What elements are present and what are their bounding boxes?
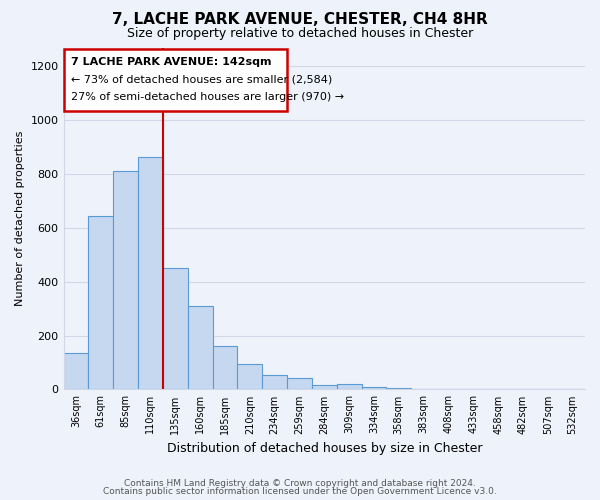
Bar <box>238 364 262 390</box>
Bar <box>113 172 138 390</box>
Bar <box>312 386 337 390</box>
Text: 7 LACHE PARK AVENUE: 142sqm: 7 LACHE PARK AVENUE: 142sqm <box>71 57 271 67</box>
Text: 27% of semi-detached houses are larger (970) →: 27% of semi-detached houses are larger (… <box>71 92 344 102</box>
Bar <box>386 388 411 390</box>
Bar <box>287 378 312 390</box>
Text: 7, LACHE PARK AVENUE, CHESTER, CH4 8HR: 7, LACHE PARK AVENUE, CHESTER, CH4 8HR <box>112 12 488 28</box>
Bar <box>560 389 585 390</box>
Bar <box>138 156 163 390</box>
FancyBboxPatch shape <box>64 49 287 111</box>
Bar <box>262 374 287 390</box>
Bar <box>362 388 386 390</box>
Bar <box>212 346 238 390</box>
Y-axis label: Number of detached properties: Number of detached properties <box>15 131 25 306</box>
Bar <box>88 216 113 390</box>
Text: Contains HM Land Registry data © Crown copyright and database right 2024.: Contains HM Land Registry data © Crown c… <box>124 478 476 488</box>
Text: Size of property relative to detached houses in Chester: Size of property relative to detached ho… <box>127 28 473 40</box>
Bar <box>337 384 362 390</box>
X-axis label: Distribution of detached houses by size in Chester: Distribution of detached houses by size … <box>167 442 482 455</box>
Bar <box>411 389 436 390</box>
Bar <box>64 353 88 390</box>
Bar <box>188 306 212 390</box>
Text: ← 73% of detached houses are smaller (2,584): ← 73% of detached houses are smaller (2,… <box>71 74 332 85</box>
Text: Contains public sector information licensed under the Open Government Licence v3: Contains public sector information licen… <box>103 487 497 496</box>
Bar <box>163 268 188 390</box>
